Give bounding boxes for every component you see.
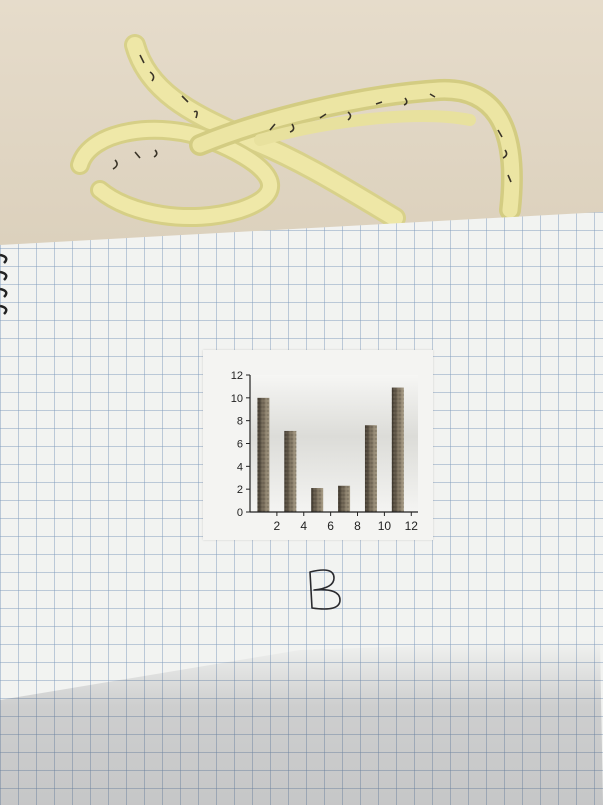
bar-texture-2 <box>284 430 297 512</box>
y-tick-label-12: 12 <box>231 370 243 382</box>
x-tick-label-2: 2 <box>274 519 281 533</box>
x-tick-label-10: 10 <box>378 519 392 533</box>
handwritten-letter-text: B <box>300 560 301 561</box>
x-tick-label-8: 8 <box>354 519 361 533</box>
spiral-binding-icon <box>0 253 8 315</box>
bar-texture-1 <box>257 397 270 512</box>
ribbon <box>70 34 523 229</box>
y-tick-label-8: 8 <box>237 416 243 428</box>
y-tick-label-4: 4 <box>237 461 243 473</box>
y-tick-label-0: 0 <box>237 507 243 519</box>
y-tick-label-10: 10 <box>231 393 243 405</box>
bar-texture-3 <box>311 488 324 512</box>
bar-texture-4 <box>338 485 351 512</box>
y-tick-label-2: 2 <box>237 484 243 496</box>
x-tick-label-12: 12 <box>405 519 419 533</box>
y-tick-label-6: 6 <box>237 439 243 451</box>
bar-texture-6 <box>391 387 404 512</box>
chart-card: 0 2 4 6 8 10 12 2 4 6 8 10 12 <box>203 350 433 540</box>
plot-area <box>250 375 418 512</box>
x-tick-label-4: 4 <box>300 519 307 533</box>
bar-chart: 0 2 4 6 8 10 12 2 4 6 8 10 12 <box>231 370 419 533</box>
x-tick-label-6: 6 <box>327 519 334 533</box>
bar-texture-5 <box>364 425 377 512</box>
handwritten-letter: B <box>300 560 341 610</box>
